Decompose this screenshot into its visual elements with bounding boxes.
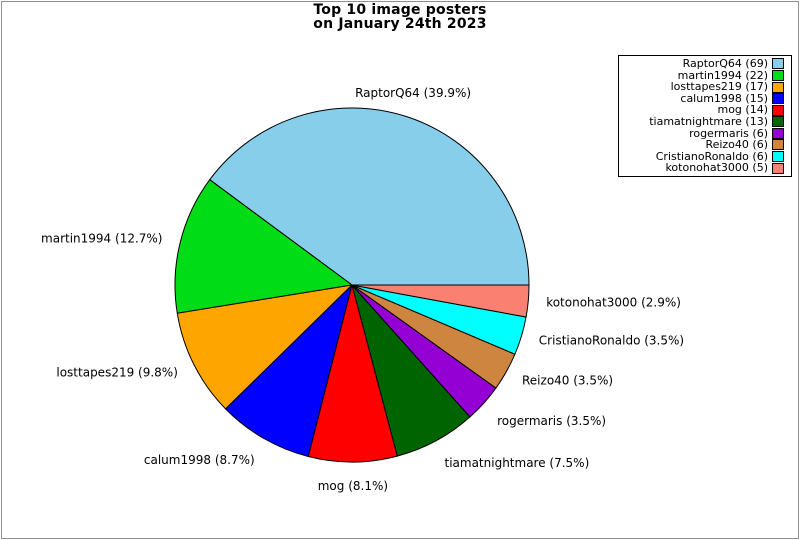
- legend-swatch-icon: [772, 58, 784, 70]
- legend-item-martin1994: martin1994 (22): [621, 70, 784, 82]
- pie-slice-RaptorQ64: [209, 107, 530, 286]
- pie-slice-losttapes219: [176, 284, 353, 410]
- legend-item-mog: mog (14): [621, 104, 784, 116]
- chart-title-line1: Top 10 image posters: [313, 2, 487, 18]
- legend-item-label: kotonohat3000 (5): [665, 161, 768, 175]
- legend-swatch-icon: [772, 69, 784, 81]
- legend-item-label: tiamatnightmare (13): [649, 115, 768, 128]
- legend-item-label: rogermaris (6): [689, 126, 768, 140]
- legend-item-rogermaris: rogermaris (6): [621, 126, 784, 140]
- slice-label-RaptorQ64: RaptorQ64 (39.9%): [355, 85, 472, 100]
- pie-slice-martin1994: [174, 179, 353, 314]
- legend-item-label: calum1998 (15): [680, 91, 768, 105]
- slice-label-kotonohat3000: kotonohat3000 (2.9%): [546, 295, 681, 310]
- legend-item-label: RaptorQ64 (69): [682, 57, 768, 71]
- legend: RaptorQ64 (69) martin1994 (22) losttapes21…: [618, 55, 792, 177]
- slice-label-Reizo40: Reizo40 (3.5%): [522, 373, 614, 387]
- legend-swatch-icon: [772, 162, 784, 174]
- legend-item-label: mog (14): [717, 103, 768, 117]
- legend-item-RaptorQ64: RaptorQ64 (69): [621, 58, 784, 70]
- chart-title-line2: on January 24th 2023: [313, 16, 487, 32]
- legend-item-kotonohat3000: kotonohat3000 (5): [621, 162, 784, 174]
- legend-item-losttapes219: losttapes219 (17): [621, 81, 784, 93]
- legend-swatch-icon: [772, 127, 784, 139]
- legend-item-label: Reizo40 (6): [705, 138, 768, 152]
- legend-swatch-icon: [772, 151, 784, 163]
- legend-item-label: losttapes219 (17): [670, 80, 768, 94]
- slice-label-martin1994: martin1994 (12.7%): [41, 231, 163, 246]
- pie-slice-calum1998: [225, 284, 353, 458]
- legend-swatch-icon: [772, 81, 784, 93]
- legend-item-CristianoRonaldo: CristianoRonaldo (6): [621, 151, 784, 163]
- legend-swatch-icon: [772, 93, 784, 105]
- slice-label-mog: mog (8.1%): [317, 479, 389, 493]
- slice-label-CristianoRonaldo: CristianoRonaldo (3.5%): [538, 333, 685, 348]
- slice-label-calum1998: calum1998 (8.7%): [143, 453, 255, 467]
- legend-swatch-icon: [772, 104, 784, 116]
- chart-title: Top 10 image posters on January 24th 202…: [0, 3, 800, 31]
- legend-swatch-icon: [772, 139, 784, 151]
- slice-label-tiamatnightmare: tiamatnightmare (7.5%): [444, 455, 590, 470]
- legend-item-Reizo40: Reizo40 (6): [621, 139, 784, 151]
- legend-item-calum1998: calum1998 (15): [621, 93, 784, 105]
- pie-slice-kotonohat3000: [351, 284, 530, 318]
- legend-item-label: martin1994 (22): [677, 68, 768, 82]
- legend-swatch-icon: [772, 116, 784, 128]
- pie-slice-mog: [307, 284, 398, 463]
- slice-label-losttapes219: losttapes219 (9.8%): [56, 365, 178, 380]
- legend-item-label: CristianoRonaldo (6): [655, 149, 768, 163]
- legend-item-tiamatnightmare: tiamatnightmare (13): [621, 116, 784, 128]
- slice-label-rogermaris: rogermaris (3.5%): [497, 414, 607, 429]
